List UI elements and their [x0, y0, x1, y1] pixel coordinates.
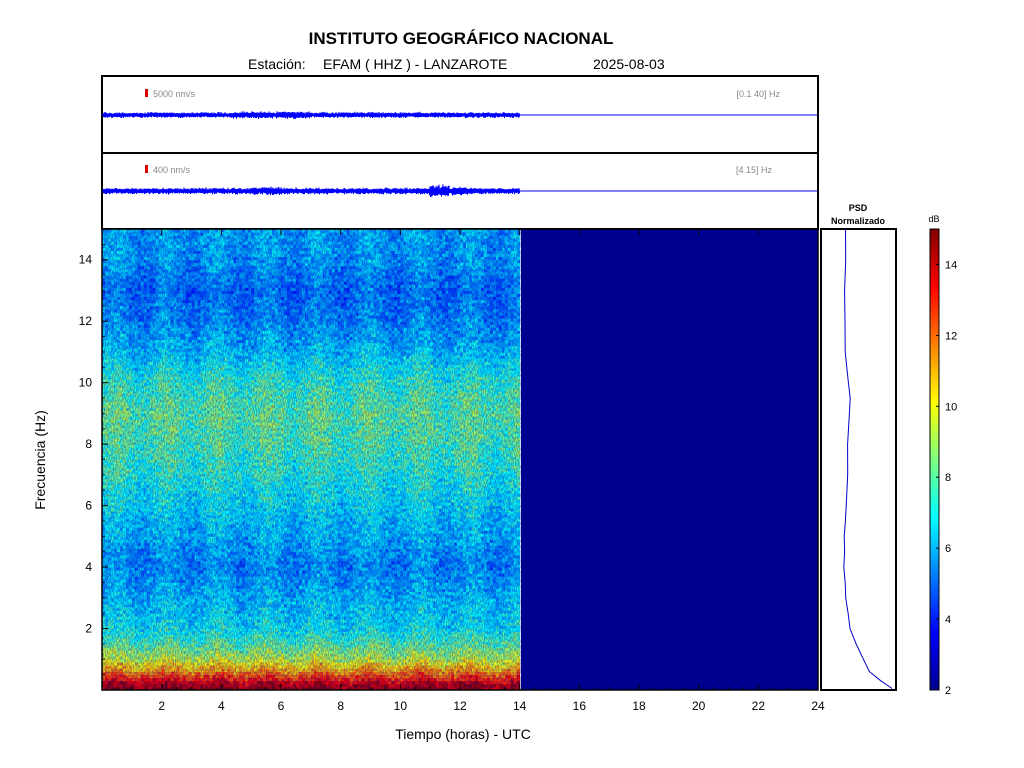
seismogram-1-scale-label: 5000 nm/s	[153, 89, 196, 99]
date-label: 2025-08-03	[593, 56, 665, 72]
station-name: EFAM ( HHZ ) - LANZAROTE	[323, 56, 507, 72]
seismogram-panel-2: 400 nm/s [4 15] Hz	[101, 152, 819, 230]
seismogram-1-scale-marker	[145, 89, 148, 97]
seismogram-1-trace	[102, 111, 817, 119]
seismogram-2-trace	[102, 184, 817, 198]
seismogram-panel-1: 5000 nm/s [0.1 40] Hz	[101, 75, 819, 154]
seismogram-2-scale-label: 400 nm/s	[153, 165, 191, 175]
seismogram-1-filter-label: [0.1 40] Hz	[736, 89, 780, 99]
station-label: Estación:	[248, 56, 306, 72]
figure-title: INSTITUTO GEOGRÁFICO NACIONAL	[309, 29, 614, 48]
seismogram-2-filter-label: [4 15] Hz	[736, 165, 773, 175]
seismogram-2-scale-marker	[145, 165, 148, 173]
